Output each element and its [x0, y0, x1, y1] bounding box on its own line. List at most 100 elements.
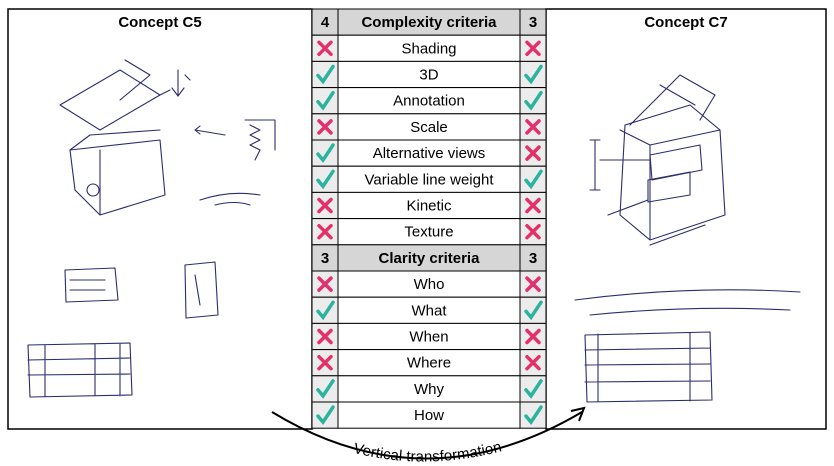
- check-stroke: [524, 169, 543, 190]
- criterion: Shading: [401, 40, 456, 57]
- cross-stroke: [317, 119, 333, 135]
- criterion: Who: [414, 276, 445, 293]
- check-icon: [316, 405, 335, 426]
- cross-stroke: [317, 197, 333, 214]
- left-score: 3: [321, 250, 329, 267]
- criterion-cell: [337, 349, 521, 377]
- cross-icon: [317, 223, 333, 240]
- check-icon: [524, 379, 543, 399]
- criterion: What: [411, 302, 447, 319]
- check-icon: [316, 143, 335, 164]
- cross-icon: [525, 119, 541, 135]
- cross-stroke: [525, 145, 541, 161]
- cross-icon: [525, 145, 541, 161]
- criterion-cell: [337, 60, 521, 89]
- check-stroke: [316, 169, 335, 190]
- icon-cell: [519, 165, 547, 193]
- check-icon: [316, 64, 335, 85]
- cross-stroke: [317, 354, 333, 371]
- check-stroke: [524, 300, 543, 321]
- check-icon: [316, 90, 335, 111]
- cross-stroke: [317, 40, 333, 57]
- check-stroke: [524, 379, 543, 399]
- cross-icon: [525, 40, 541, 57]
- check-icon: [524, 169, 543, 190]
- transformation-arrow: [271, 411, 583, 460]
- criterion-cell: [337, 139, 521, 167]
- cross-stroke: [525, 223, 541, 240]
- check-icon: [524, 300, 543, 321]
- check-stroke: [524, 90, 543, 111]
- criterion: Alternative views: [373, 145, 486, 162]
- cross-icon: [317, 119, 333, 135]
- check-icon: [316, 169, 335, 190]
- cross-icon: [317, 328, 333, 345]
- cross-icon: [317, 276, 333, 292]
- cross-icon: [317, 40, 333, 57]
- check-icon: [316, 300, 335, 321]
- sketch-c5: [27, 59, 276, 398]
- criterion: Variable line weight: [365, 171, 495, 188]
- criterion-cell: [337, 191, 521, 220]
- right-score: 3: [529, 14, 537, 31]
- criterion: Kinetic: [406, 197, 452, 214]
- criterion: Annotation: [393, 93, 465, 110]
- cross-icon: [525, 328, 541, 345]
- caption: Vertical transformation: [352, 438, 503, 465]
- cross-stroke: [525, 119, 541, 135]
- cross-stroke: [525, 197, 541, 214]
- criterion-cell: [337, 218, 521, 246]
- section-title: Clarity criteria: [379, 250, 481, 267]
- section-header: [311, 244, 547, 272]
- criteria-table: 4 Complexity criteria 3 Shading 3D Annotation…: [311, 8, 547, 429]
- caption-text: Vertical transformation: [352, 438, 503, 465]
- cross-stroke: [525, 276, 541, 292]
- cross-icon: [525, 354, 541, 371]
- arrow-head: [570, 406, 586, 422]
- cross-icon: [525, 276, 541, 292]
- left-score: 4: [321, 14, 330, 31]
- cross-stroke: [317, 328, 333, 345]
- criterion-cell: [337, 296, 521, 324]
- check-stroke: [316, 405, 335, 426]
- criterion-cell: [337, 34, 521, 62]
- criterion-cell: [337, 401, 521, 429]
- left-panel: [7, 8, 313, 430]
- criterion: When: [409, 328, 448, 345]
- right-panel: [545, 8, 827, 430]
- cross-icon: [317, 354, 333, 371]
- sketch-c7: [574, 74, 801, 403]
- right-score: 3: [529, 250, 537, 267]
- check-stroke: [316, 90, 335, 111]
- check-stroke: [316, 300, 335, 321]
- check-icon: [524, 64, 543, 85]
- left-title: Concept C5: [118, 14, 201, 31]
- cross-icon: [317, 197, 333, 214]
- cross-stroke: [525, 328, 541, 345]
- check-icon: [524, 405, 543, 426]
- section-header: [311, 8, 547, 36]
- criterion-cell: [337, 113, 521, 141]
- cross-stroke: [317, 276, 333, 292]
- section-title: Complexity criteria: [361, 14, 497, 31]
- check-stroke: [316, 379, 335, 399]
- check-stroke: [316, 64, 335, 85]
- criterion: Where: [407, 355, 451, 372]
- check-stroke: [316, 143, 335, 164]
- check-stroke: [524, 405, 543, 426]
- criterion: Texture: [404, 224, 453, 241]
- cross-icon: [525, 197, 541, 214]
- cross-icon: [525, 223, 541, 240]
- criterion: Why: [414, 381, 445, 398]
- criterion: How: [414, 407, 444, 424]
- criterion: 3D: [419, 66, 438, 83]
- right-title: Concept C7: [644, 14, 727, 31]
- cross-stroke: [317, 223, 333, 240]
- check-icon: [524, 90, 543, 111]
- criterion: Scale: [410, 119, 448, 136]
- cross-stroke: [525, 40, 541, 57]
- check-icon: [316, 379, 335, 399]
- check-stroke: [524, 64, 543, 85]
- cross-stroke: [525, 354, 541, 371]
